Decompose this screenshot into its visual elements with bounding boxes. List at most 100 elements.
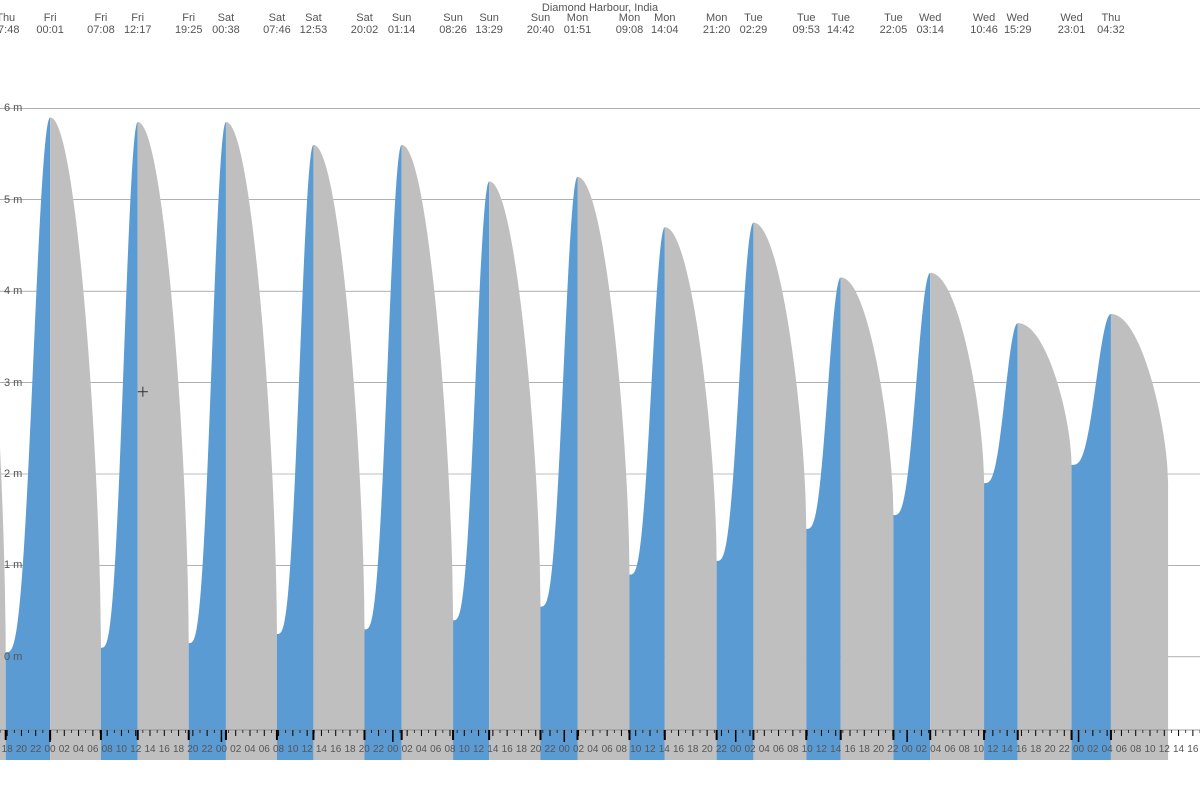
falling-tide-area [1111,314,1168,760]
x-tick-label: 08 [444,744,455,755]
x-tick-label: 08 [273,744,284,755]
x-tick-label: 06 [259,744,270,755]
x-tick-label: 02 [744,744,755,755]
rising-tide-area [541,177,578,760]
falling-tide-area [665,227,717,760]
x-tick-label: 12 [1159,744,1170,755]
tide-event-label: Tue09:53 [793,12,821,36]
x-tick-label: 22 [544,744,555,755]
x-tick-label: 00 [44,744,55,755]
x-tick-label: 18 [687,744,698,755]
x-tick-label: 18 [859,744,870,755]
x-tick-label: 20 [530,744,541,755]
x-tick-label: 22 [30,744,41,755]
x-tick-label: 10 [630,744,641,755]
rising-tide-area [717,223,754,760]
x-tick-label: 06 [773,744,784,755]
x-tick-label: 00 [1073,744,1084,755]
tide-event-label: Sat00:38 [212,12,240,36]
x-tick-label: 12 [130,744,141,755]
tide-event-label: Sun13:29 [475,12,503,36]
falling-tide-area [402,145,453,760]
x-tick-label: 06 [87,744,98,755]
x-tick-label: 08 [616,744,627,755]
x-tick-label: 10 [459,744,470,755]
x-tick-label: 08 [102,744,113,755]
x-tick-label: 04 [587,744,598,755]
tide-event-label: Wed10:46 [970,12,998,36]
x-tick-label: 20 [359,744,370,755]
falling-tide-area [930,273,984,760]
y-tick-label: 1 m [4,559,22,571]
x-tick-label: 16 [844,744,855,755]
x-tick-label: 22 [373,744,384,755]
x-tick-label: 18 [344,744,355,755]
x-tick-label: 20 [873,744,884,755]
tide-event-label: Fri00:01 [36,12,64,36]
x-tick-label: 20 [16,744,27,755]
x-tick-label: 16 [502,744,513,755]
x-tick-label: 20 [1044,744,1055,755]
x-tick-label: 12 [987,744,998,755]
x-tick-label: 10 [287,744,298,755]
tide-event-labels: Thu17:48Fri00:01Fri07:08Fri12:17Fri19:25… [0,12,1200,42]
x-tick-label: 16 [673,744,684,755]
tide-chart-root: Diamond Harbour, India Thu17:48Fri00:01F… [0,0,1200,800]
x-tick-label: 14 [316,744,327,755]
tide-event-label: Tue22:05 [880,12,908,36]
y-tick-label: 6 m [4,102,22,114]
x-tick-label: 02 [573,744,584,755]
tide-event-label: Mon01:51 [564,12,592,36]
rising-tide-area [365,145,402,760]
y-tick-label: 3 m [4,377,22,389]
falling-tide-area [841,277,894,760]
x-tick-label: 18 [2,744,13,755]
x-tick-label: 12 [302,744,313,755]
x-tick-label: 12 [816,744,827,755]
x-tick-label: 04 [1102,744,1113,755]
x-tick-label: 12 [473,744,484,755]
x-tick-label: 02 [230,744,241,755]
tide-event-label: Wed03:14 [916,12,944,36]
x-tick-label: 16 [330,744,341,755]
rising-tide-area [984,323,1018,760]
tide-event-label: Fri07:08 [87,12,115,36]
tide-event-label: Thu04:32 [1097,12,1125,36]
x-tick-label: 16 [159,744,170,755]
x-tick-label: 18 [173,744,184,755]
x-tick-label: 10 [973,744,984,755]
x-tick-label: 18 [1030,744,1041,755]
falling-tide-area [489,181,540,760]
x-tick-label: 06 [1116,744,1127,755]
x-tick-label: 00 [559,744,570,755]
rising-tide-area [453,181,489,760]
x-tick-label: 04 [244,744,255,755]
x-tick-label: 00 [216,744,227,755]
x-tick-label: 02 [59,744,70,755]
x-tick-label: 10 [802,744,813,755]
rising-tide-area [1072,314,1111,760]
x-tick-label: 14 [830,744,841,755]
x-tick-label: 14 [1173,744,1184,755]
tide-event-label: Sat07:46 [263,12,291,36]
x-tick-label: 04 [759,744,770,755]
x-tick-label: 04 [416,744,427,755]
x-tick-label: 22 [887,744,898,755]
x-tick-label: 00 [902,744,913,755]
tide-event-label: Mon21:20 [703,12,731,36]
falling-tide-area [578,177,630,760]
rising-tide-area [630,227,665,760]
x-tick-label: 08 [787,744,798,755]
tide-event-label: Mon09:08 [616,12,644,36]
tide-event-label: Sun08:26 [439,12,467,36]
y-tick-label: 5 m [4,194,22,206]
y-tick-label: 0 m [4,651,22,663]
falling-tide-area [226,122,277,760]
x-tick-label: 22 [716,744,727,755]
x-tick-label: 08 [1130,744,1141,755]
tide-event-label: Thu17:48 [0,12,19,36]
x-tick-label: 02 [916,744,927,755]
tide-event-label: Tue14:42 [827,12,855,36]
rising-tide-area [893,273,930,760]
x-tick-label: 02 [1087,744,1098,755]
